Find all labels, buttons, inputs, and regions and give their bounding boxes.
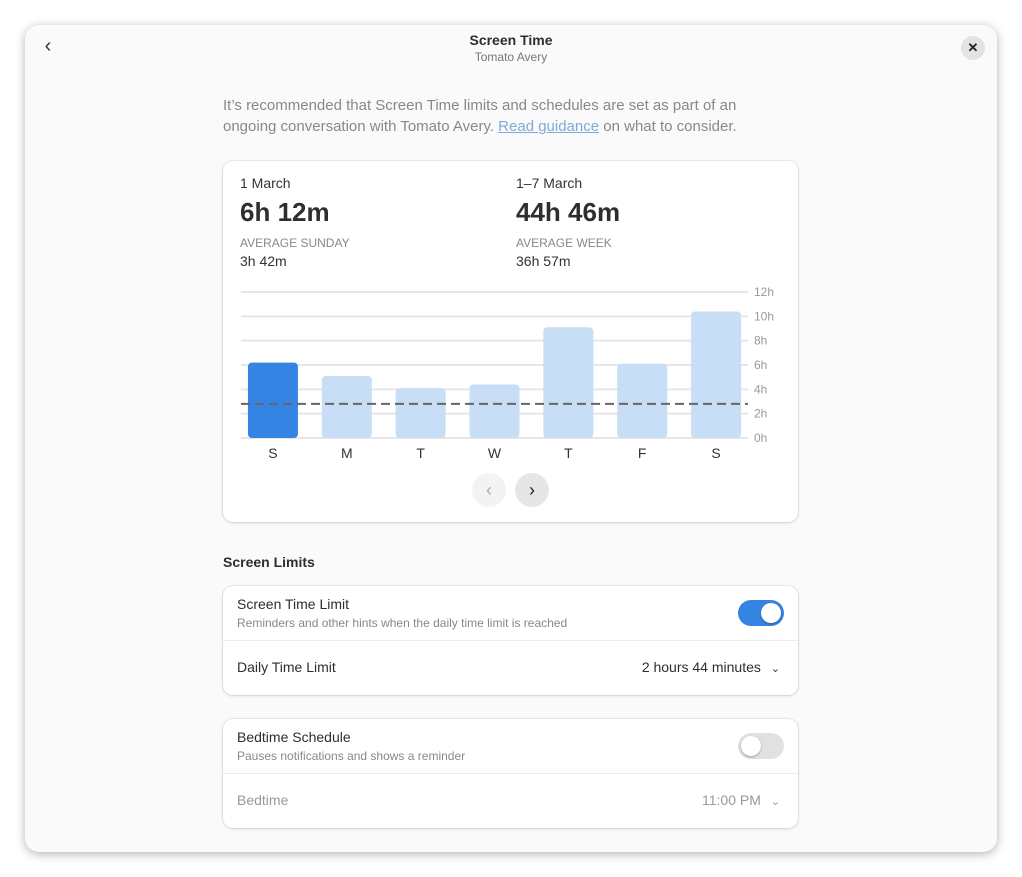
usage-chart: 0h 2h 4h 6h 8h 10h 12h S M T W T F S bbox=[241, 285, 774, 461]
bar bbox=[395, 388, 446, 438]
daily-time-limit-dropdown[interactable]: 2 hours 44 minutes ⌄ bbox=[642, 659, 780, 675]
bedtime-dropdown: 11:00 PM ⌄ bbox=[702, 792, 780, 808]
bedtime-card: Bedtime Schedule Pauses notifications an… bbox=[223, 719, 798, 828]
header-bar: ‹ Screen Time Tomato Avery ✕ bbox=[25, 25, 997, 75]
previous-week-button[interactable]: ‹ bbox=[472, 473, 506, 507]
week-date: 1–7 March bbox=[516, 175, 583, 191]
bar bbox=[691, 311, 742, 438]
x-tick-label: W bbox=[488, 445, 502, 461]
screen-time-limit-subtitle: Reminders and other hints when the daily… bbox=[237, 616, 568, 630]
bedtime-value: 11:00 PM bbox=[702, 792, 761, 808]
y-tick-label: 0h bbox=[754, 431, 767, 445]
daily-time-limit-value: 2 hours 44 minutes bbox=[641, 659, 761, 675]
close-button[interactable]: ✕ bbox=[961, 36, 985, 60]
bedtime-row: Bedtime bbox=[223, 792, 798, 808]
intro-after: on what to consider. bbox=[599, 118, 737, 135]
week-total: 44h 46m bbox=[516, 197, 621, 227]
daily-time-limit-title: Daily Time Limit bbox=[237, 659, 336, 675]
x-tick-label: S bbox=[711, 445, 720, 461]
chevron-down-icon: ⌄ bbox=[770, 663, 780, 675]
day-total: 6h 12m bbox=[240, 197, 330, 227]
bar bbox=[543, 327, 594, 438]
next-week-button[interactable]: › bbox=[515, 473, 549, 507]
day-avg-label: AVERAGE SUNDAY bbox=[240, 236, 350, 250]
x-tick-label: F bbox=[638, 445, 647, 461]
usage-card: 1 March 6h 12m AVERAGE SUNDAY 3h 42m 1–7… bbox=[223, 161, 798, 522]
bar bbox=[247, 362, 298, 438]
screen-time-window: ‹ Screen Time Tomato Avery ✕ It’s recomm… bbox=[25, 25, 997, 852]
read-guidance-link[interactable]: Read guidance bbox=[498, 118, 600, 135]
x-tick-label: T bbox=[564, 445, 573, 461]
x-tick-label: M bbox=[341, 445, 353, 461]
bedtime-schedule-subtitle: Pauses notifications and shows a reminde… bbox=[237, 749, 466, 763]
bar bbox=[321, 375, 372, 438]
page-subtitle: Tomato Avery bbox=[474, 50, 548, 64]
screen-time-limit-title: Screen Time Limit bbox=[237, 596, 350, 612]
y-tick-label: 10h bbox=[754, 309, 774, 323]
week-summary: 1–7 March 44h 46m AVERAGE WEEK 36h 57m bbox=[516, 175, 620, 269]
screen-time-limit-toggle[interactable] bbox=[738, 600, 784, 626]
screen-limits-heading: Screen Limits bbox=[223, 554, 315, 570]
back-button[interactable]: ‹ bbox=[44, 35, 52, 57]
day-summary: 1 March 6h 12m AVERAGE SUNDAY 3h 42m bbox=[240, 175, 350, 269]
chevron-down-icon: ⌄ bbox=[770, 796, 780, 808]
day-avg-value: 3h 42m bbox=[240, 253, 287, 269]
y-tick-label: 8h bbox=[754, 334, 767, 348]
page-title: Screen Time bbox=[469, 32, 553, 48]
y-tick-label: 12h bbox=[754, 285, 774, 299]
y-tick-label: 6h bbox=[754, 358, 767, 372]
week-avg-value: 36h 57m bbox=[516, 253, 571, 269]
week-avg-label: AVERAGE WEEK bbox=[516, 236, 612, 250]
y-tick-label: 4h bbox=[754, 382, 767, 396]
intro-before: It’s recommended that Screen Time limits… bbox=[223, 97, 737, 135]
x-tick-label: T bbox=[416, 445, 425, 461]
x-tick-label: S bbox=[268, 445, 277, 461]
y-tick-label: 2h bbox=[754, 407, 767, 421]
bedtime-schedule-title: Bedtime Schedule bbox=[237, 729, 351, 745]
day-date: 1 March bbox=[240, 175, 291, 191]
bedtime-label: Bedtime bbox=[237, 792, 289, 808]
bar bbox=[469, 384, 520, 438]
bar bbox=[617, 363, 668, 438]
bedtime-schedule-toggle[interactable] bbox=[738, 733, 784, 759]
screen-limits-card: Screen Time Limit Reminders and other hi… bbox=[223, 586, 798, 695]
bedtime-schedule-row: Bedtime Schedule Pauses notifications an… bbox=[223, 729, 798, 763]
daily-time-limit-row[interactable]: Daily Time Limit bbox=[223, 659, 798, 675]
intro-text: It’s recommended that Screen Time limits… bbox=[223, 95, 783, 137]
screen-time-limit-row: Screen Time Limit Reminders and other hi… bbox=[223, 596, 798, 630]
